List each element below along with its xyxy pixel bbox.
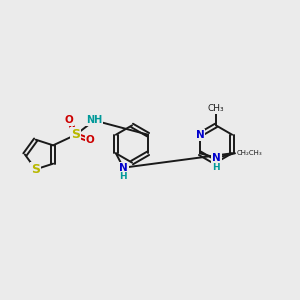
Text: S: S <box>31 163 40 176</box>
Text: H: H <box>213 163 220 172</box>
Text: N: N <box>196 130 204 140</box>
Text: O: O <box>64 115 74 125</box>
Text: H: H <box>120 172 127 181</box>
Text: CH₃: CH₃ <box>208 104 224 113</box>
Text: NH: NH <box>86 116 102 125</box>
Text: CH₂CH₃: CH₂CH₃ <box>236 150 262 156</box>
Text: N: N <box>212 158 220 168</box>
Text: O: O <box>85 135 94 145</box>
Text: N: N <box>119 163 128 173</box>
Text: S: S <box>71 128 80 141</box>
Text: N: N <box>212 153 221 163</box>
